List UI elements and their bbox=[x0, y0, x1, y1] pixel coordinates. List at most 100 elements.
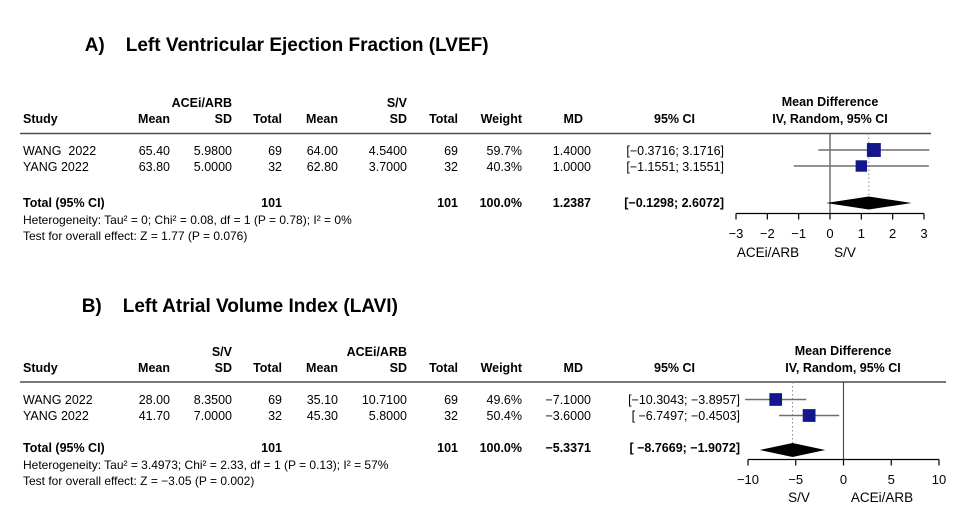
tick-label: 5 bbox=[888, 472, 895, 487]
column-header-total-2: Total bbox=[429, 360, 458, 375]
total-weight: 100.0% bbox=[479, 196, 522, 210]
column-header-mean-2: Mean bbox=[306, 360, 338, 375]
ci-value: [−0.3716; 3.1716] bbox=[626, 143, 724, 158]
md-value: 1.4000 bbox=[552, 143, 591, 158]
total-md: 1.2387 bbox=[552, 196, 591, 210]
study-row: WANG 2022 65.40 5.9800 69 64.00 4.5400 6… bbox=[0, 144, 971, 158]
tick-label: −10 bbox=[737, 472, 759, 487]
total-group1: 69 bbox=[268, 393, 282, 407]
column-header-sd-1: SD bbox=[214, 111, 232, 126]
tick-label: 10 bbox=[932, 472, 946, 487]
sd-group1: 5.9800 bbox=[193, 143, 232, 158]
sd-group1: 8.3500 bbox=[193, 393, 232, 407]
total-group2: 32 bbox=[444, 409, 458, 423]
column-header-mean-2: Mean bbox=[306, 111, 338, 126]
mean-group2: 64.00 bbox=[306, 143, 338, 158]
panel-letter: A) bbox=[84, 35, 105, 56]
panel-title-text: Left Ventricular Ejection Fraction (LVEF… bbox=[125, 35, 489, 56]
study-name: YANG 2022 bbox=[23, 159, 89, 174]
effect-header-line2: IV, Random, 95% CI bbox=[785, 360, 901, 375]
column-header-md: MD bbox=[563, 111, 583, 126]
total-group1: 32 bbox=[268, 409, 282, 423]
column-header-weight: Weight bbox=[480, 111, 522, 126]
total-group2: 69 bbox=[444, 143, 458, 158]
column-header-sd-2: SD bbox=[389, 111, 407, 126]
sd-group2: 3.7000 bbox=[368, 159, 407, 174]
favors-right-label: ACEi/ARB bbox=[851, 490, 913, 505]
column-header-total-2: Total bbox=[429, 111, 458, 126]
ci-value: [ −6.7497; −0.4503] bbox=[631, 409, 740, 423]
favors-left-label: ACEi/ARB bbox=[737, 245, 799, 260]
group-header-row: ACEi/ARB S/V bbox=[0, 96, 971, 110]
total-group1: 69 bbox=[268, 143, 282, 158]
sd-group2: 4.5400 bbox=[368, 143, 407, 158]
weight-value: 50.4% bbox=[486, 409, 522, 423]
tick-label: 0 bbox=[826, 226, 833, 241]
ci-value: [−10.3043; −3.8957] bbox=[628, 393, 740, 407]
column-header-row: Study Mean SD Total Mean SD Total Weight… bbox=[0, 112, 971, 126]
group-header-row: S/V ACEi/ARB bbox=[0, 345, 971, 359]
ci-value: [−1.1551; 3.1551] bbox=[626, 159, 724, 174]
column-header-study: Study bbox=[23, 360, 58, 375]
column-header-md: MD bbox=[563, 360, 583, 375]
weight-value: 59.7% bbox=[486, 143, 522, 158]
column-header-study: Study bbox=[23, 111, 58, 126]
total-row: Total (95% CI) 101 101 100.0% 1.2387 [−0… bbox=[0, 196, 971, 210]
tick-label: 0 bbox=[840, 472, 847, 487]
mean-group2: 35.10 bbox=[306, 393, 338, 407]
total-n-group1: 101 bbox=[261, 196, 282, 210]
md-value: −3.6000 bbox=[545, 409, 591, 423]
group2-label: S/V bbox=[386, 96, 407, 110]
tick-label: 1 bbox=[858, 226, 865, 241]
tick-label: 2 bbox=[889, 226, 896, 241]
panel-a-title: A) Left Ventricular Ejection Fraction (LV… bbox=[53, 13, 489, 79]
tick-label: −5 bbox=[788, 472, 803, 487]
mean-group2: 62.80 bbox=[306, 159, 338, 174]
column-header-mean-1: Mean bbox=[138, 360, 170, 375]
total-group1: 32 bbox=[268, 159, 282, 174]
mean-group1: 65.40 bbox=[138, 143, 170, 158]
tick-label: 3 bbox=[920, 226, 927, 241]
effect-header-line2: IV, Random, 95% CI bbox=[772, 111, 888, 126]
study-row: YANG 2022 41.70 7.0000 32 45.30 5.8000 3… bbox=[0, 409, 971, 423]
total-n-group1: 101 bbox=[261, 440, 282, 455]
mean-group1: 28.00 bbox=[138, 393, 170, 407]
total-label: Total (95% CI) bbox=[23, 196, 105, 210]
total-n-group2: 101 bbox=[437, 440, 458, 455]
overall-effect-note: Test for overall effect: Z = −3.05 (P = … bbox=[23, 473, 255, 488]
total-md: −5.3371 bbox=[545, 440, 591, 455]
group1-label: ACEi/ARB bbox=[171, 96, 232, 110]
total-n-group2: 101 bbox=[437, 196, 458, 210]
md-value: −7.1000 bbox=[545, 393, 591, 407]
study-name: WANG 2022 bbox=[23, 393, 93, 407]
column-header-ci: 95% CI bbox=[654, 111, 695, 126]
total-row: Total (95% CI) 101 101 100.0% −5.3371 [ … bbox=[0, 441, 971, 455]
study-row: YANG 2022 63.80 5.0000 32 62.80 3.7000 3… bbox=[0, 160, 971, 174]
tick-label: −3 bbox=[729, 226, 744, 241]
favors-right-label: S/V bbox=[834, 245, 856, 260]
sd-group1: 5.0000 bbox=[193, 159, 232, 174]
weight-value: 40.3% bbox=[486, 159, 522, 174]
study-name: YANG 2022 bbox=[23, 409, 89, 423]
weight-value: 49.6% bbox=[486, 393, 522, 407]
total-label: Total (95% CI) bbox=[23, 440, 105, 455]
column-header-sd-2: SD bbox=[389, 360, 407, 375]
heterogeneity-note: Heterogeneity: Tau² = 0; Chi² = 0.08, df… bbox=[23, 212, 352, 227]
sd-group2: 10.7100 bbox=[361, 393, 407, 407]
mean-group1: 41.70 bbox=[138, 409, 170, 423]
column-header-mean-1: Mean bbox=[138, 111, 170, 126]
column-header-total-1: Total bbox=[253, 360, 282, 375]
favors-left-label: S/V bbox=[788, 490, 810, 505]
mean-group2: 45.30 bbox=[306, 409, 338, 423]
mean-group1: 63.80 bbox=[138, 159, 170, 174]
total-weight: 100.0% bbox=[479, 440, 522, 455]
total-group2: 69 bbox=[444, 393, 458, 407]
sd-group2: 5.8000 bbox=[368, 409, 407, 423]
md-value: 1.0000 bbox=[552, 159, 591, 174]
panel-letter: B) bbox=[81, 296, 102, 317]
column-header-ci: 95% CI bbox=[654, 360, 695, 375]
tick-label: −1 bbox=[791, 226, 806, 241]
column-header-sd-1: SD bbox=[214, 360, 232, 375]
total-ci: [ −8.7669; −1.9072] bbox=[629, 440, 741, 455]
